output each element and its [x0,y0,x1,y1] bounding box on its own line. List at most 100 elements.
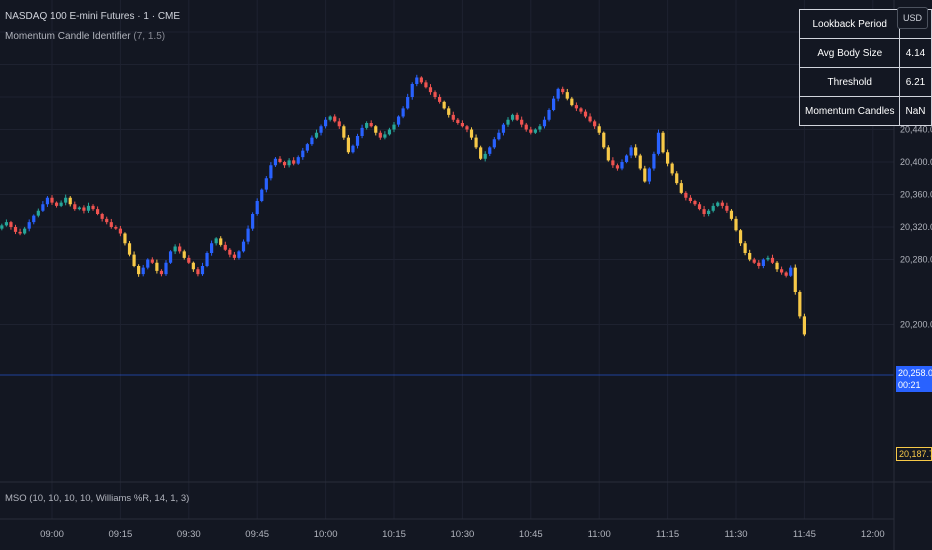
momentum-candle [675,173,679,184]
candle [196,269,200,275]
time-tick-label: 09:30 [177,529,201,540]
symbol-title[interactable]: NASDAQ 100 E-mini Futures · 1 · CME [5,11,181,22]
momentum-candle [793,267,797,292]
candle [451,114,455,120]
oscillator-legend[interactable]: MSO (10, 10, 10, 10, Williams %R, 14, 1,… [5,493,190,504]
momentum-candle [597,126,601,133]
momentum-candle [301,150,305,158]
momentum-candle [666,152,670,164]
current-price-tag: 20,258.00 00:21 [896,366,932,392]
indicator-name: Momentum Candle Identifier [5,31,131,42]
momentum-candle [360,127,364,136]
momentum-candle [652,153,656,169]
momentum-candle [296,157,300,164]
momentum-candle [629,147,633,156]
time-axis[interactable]: 09:00 09:15 09:30 09:45 10:00 10:15 10:30 10:45… [40,529,885,540]
time-tick-label: 12:00 [861,529,885,540]
time-tick-label: 09:00 [40,529,64,540]
momentum-stats-table: Lookback Period 7 Avg Body Size 4.14 Thr… [798,9,932,126]
momentum-candle [346,137,350,153]
momentum-candle [547,110,551,120]
momentum-candle [570,98,574,106]
candle [337,121,341,127]
candle [13,227,18,232]
momentum-candle [501,124,506,133]
bar-countdown: 00:21 [898,380,921,390]
candle [96,209,100,214]
stats-label: Threshold [798,67,901,97]
currency-button[interactable]: USD [897,7,928,29]
momentum-candle [237,251,241,258]
candle [59,202,63,206]
candle [105,218,109,223]
candle [214,238,218,244]
stats-value: 6.21 [899,67,932,97]
momentum-candle [241,241,246,252]
candle [784,272,788,276]
candle [684,192,688,198]
momentum-candle [670,163,674,174]
momentum-candle [164,262,168,275]
momentum-candle [191,262,195,270]
momentum-candle [679,183,683,193]
momentum-candle [789,267,793,276]
momentum-candle [319,126,323,133]
momentum-candle [634,147,638,156]
momentum-candle [620,162,624,169]
indicator-legend[interactable]: Momentum Candle Identifier (7, 1.5) [5,31,165,42]
momentum-candle [542,119,547,127]
candle [520,119,524,125]
price-tick-label: 20,440.00 [900,125,932,135]
candle [611,160,615,166]
momentum-candle [661,132,665,153]
candle [18,231,22,234]
candle [693,201,697,205]
candle [433,92,437,97]
momentum-candle [479,147,483,159]
price-tick-label: 20,400.00 [900,157,932,167]
time-tick-label: 10:45 [519,529,543,540]
time-tick-label: 10:00 [314,529,338,540]
stats-value: NaN [899,96,932,126]
momentum-candle [260,189,264,201]
momentum-candle [255,201,259,214]
candle [109,222,113,227]
momentum-candle [401,108,405,117]
candle [278,158,282,162]
momentum-candle [141,267,145,275]
momentum-candle [246,228,250,242]
momentum-candle [643,168,647,182]
momentum-candle [748,253,752,260]
momentum-candle [269,165,273,179]
candle [538,126,542,130]
momentum-candle [342,126,346,138]
time-tick-label: 11:15 [656,529,679,540]
candle [292,160,296,164]
time-tick-label: 11:00 [588,529,611,540]
indicator-params: (7, 1.5) [133,31,166,42]
momentum-candle [488,147,492,154]
candle [91,205,95,210]
momentum-candle [602,132,606,148]
candle [574,105,578,109]
momentum-candle [210,243,214,253]
momentum-candle [624,155,629,162]
momentum-candle [406,97,410,109]
momentum-candle [738,230,743,244]
candle [178,246,182,252]
candle [173,246,177,252]
price-tick-label: 20,200.00 [900,320,932,330]
price-tick-label: 20,280.00 [900,255,932,265]
candle [524,124,528,130]
candle [54,202,59,206]
candle [100,214,104,219]
candle [282,162,287,166]
momentum-candle [497,132,501,140]
candle [419,77,423,83]
momentum-candle [802,316,806,335]
candle [588,116,592,122]
candle [515,114,519,120]
time-tick-label: 09:15 [109,529,133,540]
momentum-candle [469,129,474,138]
